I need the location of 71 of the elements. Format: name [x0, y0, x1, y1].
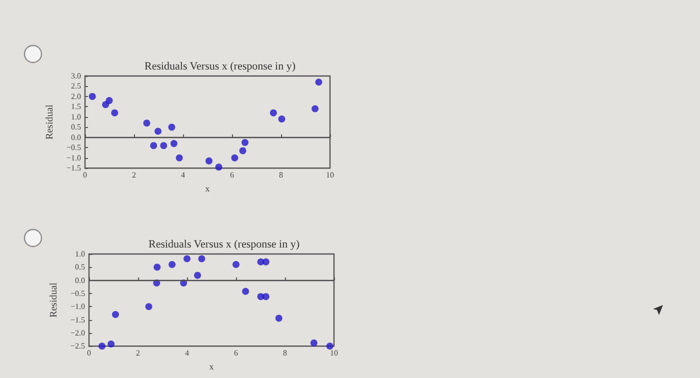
point — [275, 314, 282, 322]
point — [168, 124, 176, 131]
y-tick-label: −2.5 — [70, 342, 85, 351]
x-tick-label: 2 — [132, 170, 136, 180]
x-tick-label: 0 — [87, 348, 91, 358]
x-tick-label: 4 — [185, 348, 189, 358]
point — [112, 311, 119, 318]
y-tick-label: −0.5 — [70, 288, 85, 298]
point — [205, 157, 212, 164]
point — [262, 293, 270, 300]
point — [239, 147, 246, 154]
y-tick-label: 2.5 — [71, 82, 81, 91]
y-tick-label: 2.0 — [71, 92, 81, 101]
point — [154, 128, 162, 135]
y-axis-title: Residual — [44, 104, 56, 140]
x-tick-label: 10 — [326, 170, 334, 180]
y-tick-label: 0.0 — [71, 132, 81, 142]
x-axis-title: x — [205, 184, 210, 194]
point — [231, 154, 238, 162]
x-tick-label: 2 — [136, 348, 140, 358]
y-tick-label: −2.0 — [70, 328, 85, 338]
x-tick-label: 10 — [330, 348, 338, 358]
y-tick-label: −1.5 — [66, 164, 81, 173]
y-tick-label: 0.5 — [71, 122, 81, 132]
point — [215, 164, 222, 171]
point — [194, 272, 202, 279]
point — [170, 140, 178, 148]
point — [106, 97, 113, 104]
point — [315, 78, 322, 86]
x-tick-label: 6 — [230, 170, 234, 180]
point — [232, 261, 240, 268]
x-tick-label: 4 — [181, 170, 185, 180]
point — [98, 342, 106, 350]
y-tick-label: 3.0 — [71, 72, 81, 80]
point — [168, 261, 176, 268]
point — [242, 288, 250, 295]
point — [310, 339, 318, 346]
point — [184, 255, 190, 262]
y-tick-label: −1.5 — [70, 315, 85, 324]
point — [326, 342, 334, 350]
y-tick-label: 1.0 — [75, 250, 85, 258]
point — [111, 109, 118, 116]
y-tick-label: −1.0 — [70, 302, 85, 312]
x-tick-label: 0 — [83, 170, 87, 180]
point — [143, 120, 150, 127]
y-axis-title: Residual — [48, 282, 60, 318]
point — [108, 340, 115, 348]
y-tick-label: −0.5 — [66, 143, 81, 152]
point — [160, 142, 168, 150]
y-tick-label: 1.5 — [71, 102, 81, 112]
point — [278, 115, 286, 122]
y-tick-label: −1.0 — [66, 153, 81, 162]
point — [176, 154, 183, 162]
point — [150, 142, 158, 150]
chart-title: Residuals Versus x (response in y) — [144, 60, 296, 72]
y-tick-label: 0.0 — [75, 276, 85, 285]
y-tick-label: 0.5 — [75, 262, 85, 272]
point — [241, 139, 248, 146]
point — [145, 303, 152, 310]
point — [270, 109, 277, 116]
x-tick-label: 8 — [283, 348, 287, 358]
point — [312, 105, 319, 112]
point — [88, 92, 96, 100]
chart-title: Residuals Versus x (response in y) — [148, 238, 300, 250]
point — [198, 255, 206, 262]
x-axis-title: x — [209, 362, 214, 372]
x-tick-label: 8 — [279, 170, 283, 180]
x-tick-label: 6 — [234, 348, 238, 358]
point — [154, 264, 161, 271]
point — [262, 258, 270, 266]
y-tick-label: 1.0 — [71, 112, 81, 122]
